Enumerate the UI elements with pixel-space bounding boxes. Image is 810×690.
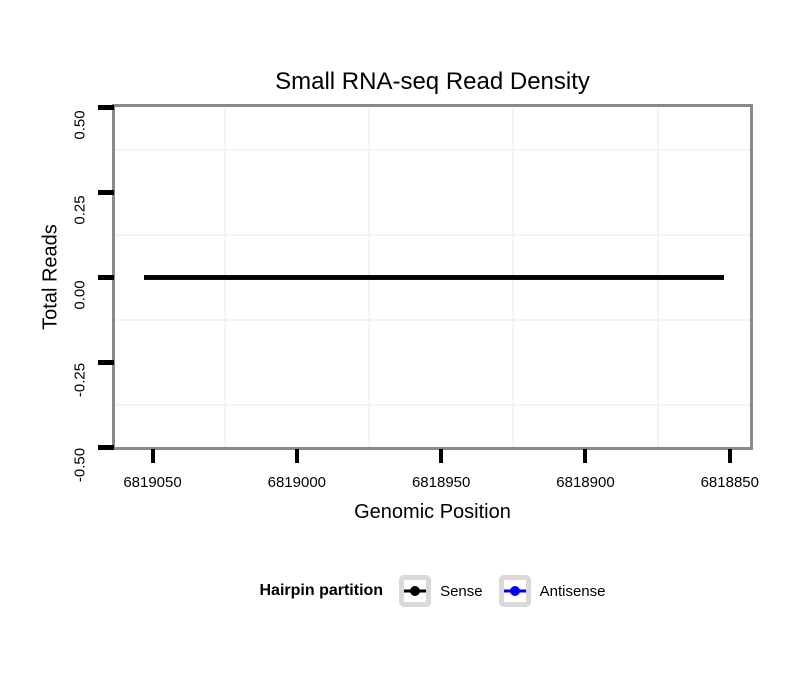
legend-key-antisense-icon <box>498 575 531 607</box>
legend: Hairpin partition Sense Antisense <box>115 573 750 609</box>
y-tick-mark <box>98 274 114 280</box>
x-tick-label: 6819050 <box>123 474 182 491</box>
legend-label: Antisense <box>539 582 606 600</box>
x-tick-mark <box>439 449 444 463</box>
x-tick-mark <box>150 449 155 463</box>
y-tick-label: 0.50 <box>71 110 89 140</box>
gridline-minor-horizontal <box>115 403 750 406</box>
legend-entry-antisense: Antisense <box>498 575 606 607</box>
y-tick-mark <box>98 104 114 110</box>
x-axis-title: Genomic Position <box>354 501 511 523</box>
series-line-sense <box>143 275 725 279</box>
x-tick-mark <box>294 449 299 463</box>
x-tick-label: 6819000 <box>267 474 327 491</box>
legend-entry-sense: Sense <box>399 575 483 607</box>
legend-key-sense-icon <box>399 575 432 607</box>
x-tick-mark <box>583 449 588 463</box>
legend-point-icon <box>509 586 520 596</box>
y-tick-label: -0.50 <box>71 447 89 483</box>
y-tick-label: -0.25 <box>71 362 89 398</box>
y-tick-mark <box>98 189 114 195</box>
x-tick-label: 6818850 <box>700 474 759 491</box>
plot-panel <box>112 104 753 450</box>
y-axis-title: Total Reads <box>39 224 62 330</box>
chart-title: Small RNA-seq Read Density <box>275 68 590 95</box>
gridline-minor-horizontal <box>115 233 750 236</box>
legend-title: Hairpin partition <box>259 582 384 599</box>
y-tick-label: 0.00 <box>71 280 89 310</box>
legend-entries: Sense Antisense <box>399 575 605 607</box>
gridline-minor-horizontal <box>115 148 750 151</box>
y-tick-mark <box>98 444 114 450</box>
x-tick-label: 6818900 <box>556 474 615 491</box>
y-tick-label: 0.25 <box>71 195 89 225</box>
x-tick-label: 6818950 <box>411 474 471 491</box>
x-tick-mark <box>727 449 732 463</box>
legend-point-icon <box>410 586 421 596</box>
y-tick-mark <box>98 359 114 365</box>
legend-label: Sense <box>440 582 483 600</box>
gridline-minor-horizontal <box>115 318 750 321</box>
